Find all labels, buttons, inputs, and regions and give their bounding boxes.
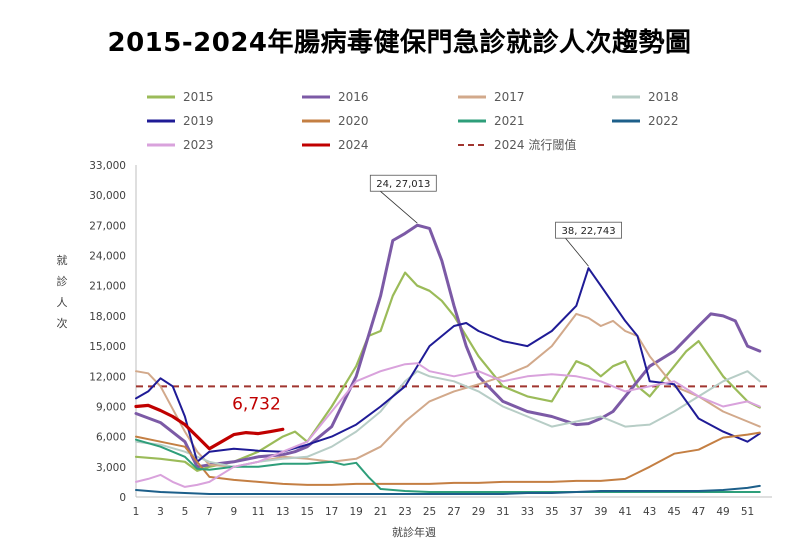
y-tick-label: 12,000 [89, 371, 126, 383]
current-value-label: 6,732 [232, 394, 281, 414]
legend-entry-2024: 2024 [338, 138, 369, 152]
x-tick-label: 23 [398, 506, 411, 518]
legend-entry-2017: 2017 [494, 90, 525, 104]
series-line-2023 [135, 362, 761, 488]
y-tick-label: 6,000 [96, 432, 126, 444]
x-tick-label: 5 [182, 506, 189, 518]
series-lines [134, 223, 772, 495]
x-tick-label: 29 [472, 506, 485, 518]
y-tick-label: 24,000 [89, 251, 126, 263]
x-tick-label: 37 [570, 506, 583, 518]
legend-entry-2024 流行閾值: 2024 流行閾值 [494, 137, 576, 152]
x-tick-label: 3 [157, 506, 164, 518]
legend-entry-2022: 2022 [648, 114, 679, 128]
legend-entry-2020: 2020 [338, 114, 369, 128]
annotation-leader [565, 237, 589, 267]
annotation-box [555, 221, 622, 239]
x-tick-label: 15 [301, 506, 314, 518]
x-tick-label: 27 [447, 506, 460, 518]
axes: 0 3,000 6,000 9,000 12,000 15,000 18,000 21,000… [89, 160, 772, 518]
chart-title: 2015-2024年腸病毒健保門急診就診人次趨勢圖 [107, 28, 692, 58]
x-tick-label: 19 [349, 506, 362, 518]
legend-entry-2021: 2021 [494, 114, 525, 128]
y-axis-label: 就診人次 [57, 253, 68, 330]
series-line-2016 [134, 223, 762, 469]
y-tick-label: 3,000 [96, 462, 126, 474]
legend-entry-2015: 2015 [183, 90, 214, 104]
x-tick-label: 13 [276, 506, 289, 518]
y-tick-label: 9,000 [96, 401, 126, 413]
x-tick-label: 45 [667, 506, 680, 518]
x-tick-label: 49 [716, 506, 729, 518]
annotation-label: 38, 22,743 [561, 226, 615, 237]
x-tick-label: 7 [206, 506, 213, 518]
series-line-2019 [135, 267, 761, 463]
annotation-leader [380, 190, 418, 224]
x-tick-label: 11 [252, 506, 265, 518]
x-tick-label: 31 [496, 506, 509, 518]
x-tick-label: 1 [133, 506, 140, 518]
annotation-label: 24, 27,013 [376, 179, 430, 190]
x-tick-label: 43 [643, 506, 656, 518]
series-line-2015 [134, 271, 761, 472]
y-tick-label: 30,000 [89, 190, 126, 202]
legend-entry-2016: 2016 [338, 90, 369, 104]
annotations: 24, 27,013 38, 22,743 6,732 [232, 174, 622, 414]
x-tick-label: 17 [325, 506, 338, 518]
y-tick-label: 21,000 [89, 281, 126, 293]
x-tick-label: 35 [545, 506, 558, 518]
series-line-2020 [135, 431, 761, 486]
y-tick-label: 18,000 [89, 311, 126, 323]
y-tick-label: 27,000 [89, 220, 126, 232]
legend-entry-2023: 2023 [183, 138, 214, 152]
series-line-2022 [135, 484, 761, 495]
y-tick-label: 33,000 [89, 160, 126, 172]
legend: 2015 2016 2017 2018 2019 2020 2021 2022 2023 2024… [147, 90, 679, 152]
x-tick-label: 33 [521, 506, 534, 518]
y-tick-label: 15,000 [89, 341, 126, 353]
x-tick-label: 51 [741, 506, 754, 518]
y-tick-label: 0 [119, 492, 126, 504]
legend-entry-2019: 2019 [183, 114, 214, 128]
x-tick-label: 25 [423, 506, 436, 518]
annotation-box [369, 174, 437, 192]
x-tick-label: 47 [692, 506, 705, 518]
x-axis-label: 就診年週 [392, 525, 436, 539]
legend-entry-2018: 2018 [648, 90, 679, 104]
series-line-2017 [135, 312, 761, 468]
series-line-2024 [134, 403, 285, 451]
x-tick-label: 39 [594, 506, 607, 518]
x-tick-label: 41 [619, 506, 632, 518]
x-tick-label: 9 [231, 506, 238, 518]
x-tick-label: 21 [374, 506, 387, 518]
